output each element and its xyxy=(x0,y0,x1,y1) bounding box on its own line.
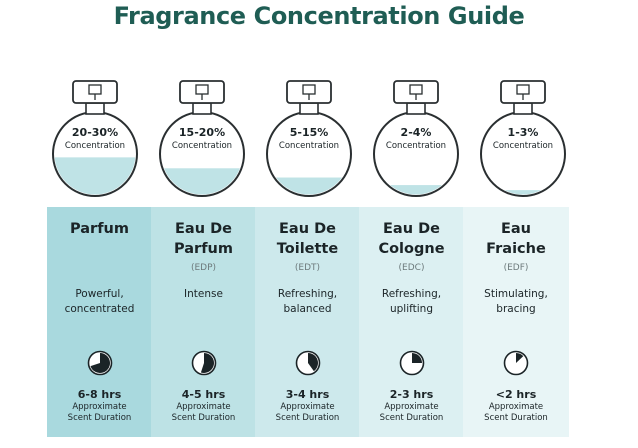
fragrance-type-name: Eau De Toilette xyxy=(276,221,339,257)
timer-fill xyxy=(308,353,319,372)
liquid-level xyxy=(268,177,350,195)
concentration-label: Concentration xyxy=(278,141,340,151)
timer-fill xyxy=(90,353,111,373)
bottle-edf: 1-3% Concentration xyxy=(470,78,576,198)
timer-icon xyxy=(191,350,217,376)
perfume-bottle-icon xyxy=(480,80,566,197)
bottle-edp: 15-20% Concentration xyxy=(149,78,255,198)
scent-duration: 2-3 hrs xyxy=(389,388,434,401)
column-edp: Eau De Parfum (EDP) Intense 4-5 hrs Appro… xyxy=(151,207,257,437)
duration-caption: Approximate Scent Duration xyxy=(379,402,444,423)
scent-duration: 6-8 hrs xyxy=(77,388,122,401)
duration-caption: Approximate Scent Duration xyxy=(484,402,548,423)
concentration-label: Concentration xyxy=(385,141,447,151)
column-edf: Eau Fraiche (EDF) Stimulating, bracing <2 … xyxy=(463,207,570,437)
fragrance-description: Powerful, concentrated xyxy=(64,288,135,315)
duration-caption: Approximate Scent Duration xyxy=(275,402,340,423)
bottle-edt: 5-15% Concentration xyxy=(256,78,362,198)
fragrance-type-name: Eau De Parfum xyxy=(174,221,233,257)
concentration-percent: 1-3% xyxy=(507,126,539,139)
liquid-level xyxy=(375,185,457,195)
timer-icon xyxy=(87,350,113,376)
fragrance-type-name: Parfum xyxy=(70,221,129,237)
perfume-bottle-icon xyxy=(373,80,459,197)
column-edt: Eau De Toilette (EDT) Refreshing, balanced… xyxy=(255,207,361,437)
fragrance-type-name: Eau De Cologne xyxy=(378,221,445,257)
fragrance-abbreviation: (EDF) xyxy=(503,263,529,273)
bottle-row: 20-30% Concentration 15-20% Concentratio… xyxy=(42,78,592,198)
duration-caption: Approximate Scent Duration xyxy=(171,402,236,423)
fragrance-abbreviation: (EDC) xyxy=(398,263,425,273)
fragrance-description: Stimulating, bracing xyxy=(484,288,548,315)
fragrance-description: Refreshing, balanced xyxy=(277,288,338,315)
timer-fill xyxy=(516,353,524,363)
scent-duration: <2 hrs xyxy=(495,388,537,401)
concentration-percent: 15-20% xyxy=(178,126,226,139)
bottle-edc: 2-4% Concentration xyxy=(363,78,469,198)
concentration-percent: 5-15% xyxy=(289,126,329,139)
fragrance-type-name: Eau Fraiche xyxy=(486,221,546,257)
column-parfum: Parfum Powerful, concentrated 6-8 hrs App… xyxy=(47,207,153,437)
bottle-parfum: 20-30% Concentration xyxy=(42,78,148,198)
fragrance-description: Refreshing, uplifting xyxy=(381,288,442,315)
perfume-bottle-icon xyxy=(266,80,352,197)
concentration-table: Parfum Powerful, concentrated 6-8 hrs App… xyxy=(47,207,570,437)
scent-duration: 4-5 hrs xyxy=(181,388,226,401)
perfume-bottle-icon xyxy=(159,80,245,197)
timer-icon xyxy=(295,350,321,376)
concentration-label: Concentration xyxy=(492,141,554,151)
concentration-label: Concentration xyxy=(64,141,126,151)
liquid-level xyxy=(54,157,136,195)
fragrance-description: Intense xyxy=(184,288,223,300)
scent-duration: 3-4 hrs xyxy=(285,388,330,401)
liquid-level xyxy=(482,190,564,195)
duration-caption: Approximate Scent Duration xyxy=(67,402,132,423)
page-title: Fragrance Concentration Guide xyxy=(113,2,525,30)
concentration-percent: 20-30% xyxy=(71,126,119,139)
concentration-label: Concentration xyxy=(171,141,233,151)
timer-icon xyxy=(399,350,425,376)
fragrance-abbreviation: (EDT) xyxy=(294,263,321,273)
concentration-percent: 2-4% xyxy=(400,126,432,139)
timer-fill xyxy=(200,353,215,373)
column-edc: Eau De Cologne (EDC) Refreshing, uplifting… xyxy=(359,207,465,437)
timer-icon xyxy=(503,350,529,376)
perfume-bottle-icon xyxy=(52,80,138,197)
timer-fill xyxy=(412,353,422,363)
fragrance-abbreviation: (EDP) xyxy=(190,263,217,273)
